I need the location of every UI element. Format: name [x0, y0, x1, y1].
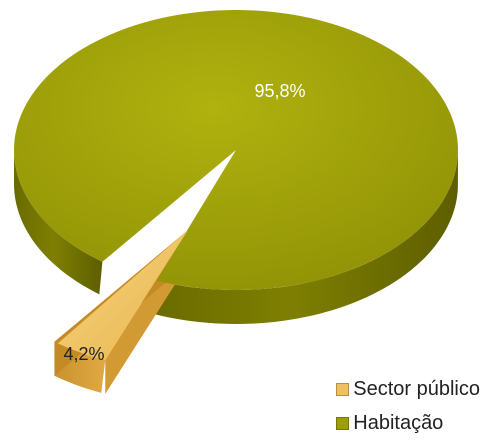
- slice-habitacao: [14, 10, 458, 290]
- slice-side-habitacao: [153, 150, 458, 324]
- legend-swatch-habitacao: [336, 416, 350, 430]
- slice-side-habitacao: [14, 152, 103, 295]
- pie-tops: [14, 10, 458, 360]
- legend-item-habitacao: Habitação: [336, 406, 480, 440]
- legend-item-sector-publico: Sector público: [336, 372, 480, 406]
- legend-label-habitacao: Habitação: [353, 411, 444, 434]
- legend: Sector público Habitação: [336, 372, 480, 440]
- pie-labels: 95,8% 4,2%: [63, 81, 305, 364]
- legend-swatch-sector-publico: [336, 382, 350, 396]
- data-label-sector-publico: 4,2%: [63, 344, 104, 364]
- slice-sector-publico: [57, 230, 188, 360]
- data-label-habitacao: 95,8%: [254, 81, 305, 101]
- legend-label-sector-publico: Sector público: [353, 377, 480, 400]
